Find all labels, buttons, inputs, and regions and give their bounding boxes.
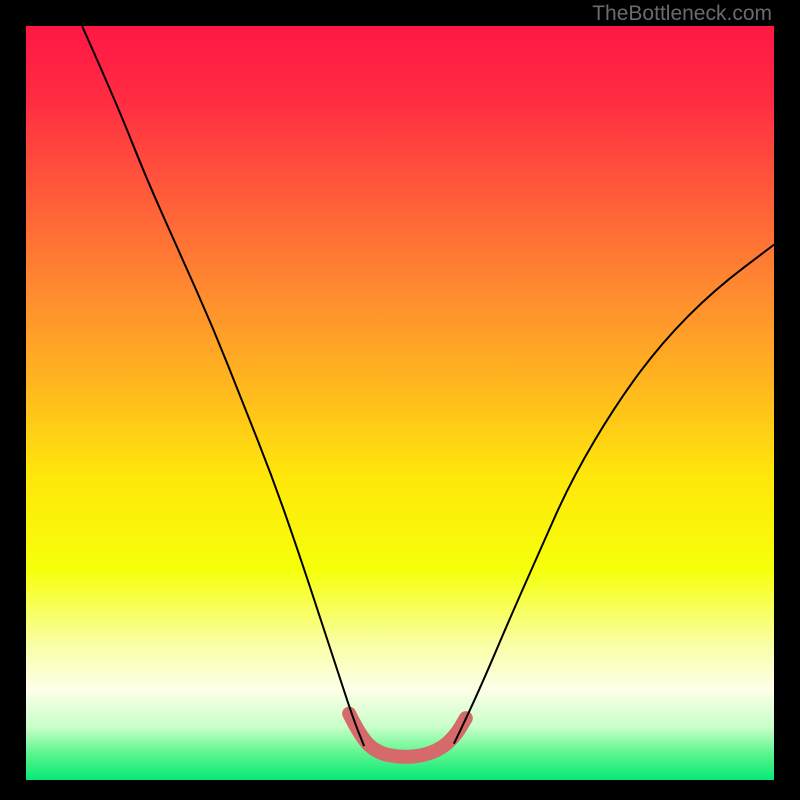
chart-curves — [26, 26, 774, 780]
curve-left — [82, 26, 364, 746]
plot-area — [26, 26, 774, 780]
valley-highlight — [349, 714, 466, 757]
watermark-text: TheBottleneck.com — [592, 2, 772, 26]
curve-right — [454, 245, 774, 744]
chart-frame: TheBottleneck.com — [0, 0, 800, 800]
